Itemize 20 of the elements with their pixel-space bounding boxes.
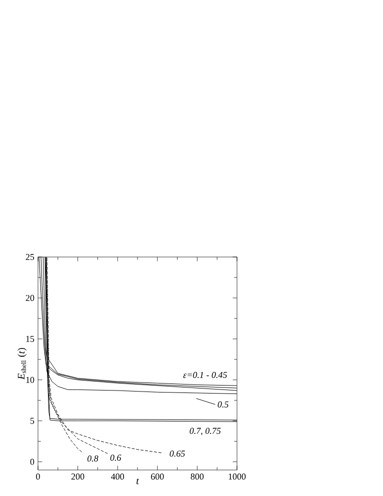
x-axis-title: t (136, 478, 140, 484)
y-tick-label: 25 (26, 254, 34, 260)
annotation: 0.65 (170, 450, 185, 457)
x-tick-label: 0 (36, 474, 40, 480)
y-tick-label: 0 (30, 458, 34, 465)
y-tick-label: 15 (26, 336, 34, 342)
x-tick-label: 1000 (228, 474, 246, 480)
annotation: 0.6 (110, 454, 122, 461)
y-tick-label: 20 (26, 294, 34, 301)
annotation: ε=0.1 - 0.45 (183, 372, 227, 378)
y-tick-label: 10 (26, 376, 34, 383)
y-tick-label: 5 (30, 418, 34, 424)
annotation: 0.7, 0.75 (190, 428, 221, 436)
x-tick-label: 800 (190, 474, 204, 480)
annotation: 0.5 (218, 401, 228, 408)
annotation: 0.8 (87, 455, 98, 462)
x-tick-label: 400 (111, 474, 124, 480)
y-axis-title: E$_{shell}$ (t) (18, 348, 27, 380)
x-tick-label: 200 (71, 474, 84, 480)
x-tick-label: 600 (151, 474, 164, 480)
